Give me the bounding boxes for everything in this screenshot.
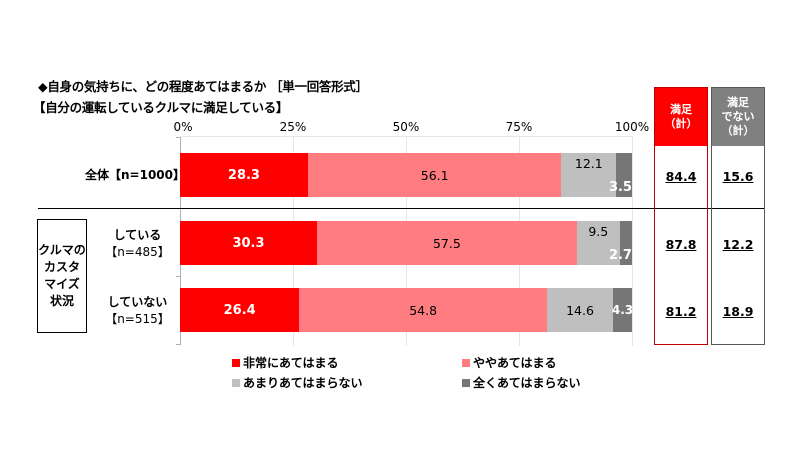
legend-swatch-icon	[232, 378, 240, 387]
group-label-box: クルマの カスタ マイズ 状況	[37, 219, 87, 333]
header-text: 満足	[670, 103, 692, 116]
summary-value: 12.2	[722, 237, 754, 252]
bar-row-customized: 30.3 57.5 9.5 2.7	[180, 221, 632, 265]
row-label-customized: している 【n=485】	[100, 227, 175, 261]
gridline-100	[632, 136, 633, 346]
bar-segment-very: 26.4	[180, 288, 300, 332]
chart-subtitle: 【自分の運転しているクルマに満足している】	[33, 100, 289, 115]
x-tick-0: 0%	[173, 120, 193, 134]
row-label-total: 全体【n=1000】	[85, 168, 185, 182]
bar-value: 2.7	[608, 248, 632, 263]
summary-header-satisfied: 満足 （計）	[655, 88, 707, 146]
bar-segment-not-much: 9.5	[576, 221, 620, 265]
legend-swatch-icon	[232, 358, 240, 367]
y-tickmark	[176, 137, 181, 138]
bar-value: 4.3	[611, 303, 634, 317]
legend-label: 非常にあてはまる	[243, 356, 339, 370]
bar-value: 9.5	[588, 224, 609, 239]
summary-value: 87.8	[665, 237, 697, 252]
legend-item-somewhat: ややあてはまる	[462, 354, 557, 371]
summary-value: 15.6	[722, 169, 754, 184]
x-tick-100: 100%	[614, 120, 650, 134]
bar-row-total: 28.3 56.1 12.1 3.5	[180, 153, 632, 197]
row-label-text: していない	[107, 295, 168, 309]
bar-value: 14.6	[566, 302, 594, 318]
y-tickmark	[176, 276, 181, 277]
x-tick-75: 75%	[505, 120, 533, 134]
bar-segment-somewhat: 54.8	[299, 288, 547, 332]
legend-label: 全くあてはまらない	[473, 376, 581, 390]
bar-segment-not-much: 12.1	[561, 153, 617, 197]
bar-segment-somewhat: 57.5	[316, 221, 577, 265]
legend-label: あまりあてはまらない	[243, 376, 363, 390]
summary-value: 84.4	[665, 169, 697, 184]
bar-value: 28.3	[227, 167, 260, 183]
bar-segment-not-much: 14.6	[547, 288, 613, 332]
header-text: （計）	[664, 117, 698, 130]
bar-value: 3.5	[608, 180, 632, 195]
summary-header-not-satisfied: 満足 でない （計）	[712, 88, 764, 146]
legend-item-not-much: あまりあてはまらない	[232, 374, 363, 391]
summary-column-satisfied: 満足 （計） 84.4 87.8 81.2	[654, 87, 708, 345]
bar-value: 54.8	[409, 302, 438, 318]
header-text: 満足	[727, 96, 749, 109]
row-label-not-customized: していない 【n=515】	[100, 294, 175, 328]
row-label-n: 【n=485】	[105, 245, 170, 259]
bar-segment-very: 30.3	[180, 221, 317, 265]
y-tickmark	[176, 344, 181, 345]
group-label-line: クルマの	[38, 243, 86, 257]
bar-segment-not-at-all: 4.3	[611, 288, 634, 332]
header-text: （計）	[721, 124, 755, 137]
bar-segment-very: 28.3	[180, 153, 308, 197]
bar-value: 57.5	[432, 235, 461, 251]
legend-label: ややあてはまる	[473, 356, 557, 370]
bar-row-not-customized: 26.4 54.8 14.6 4.3	[180, 288, 634, 332]
header-text: でない	[721, 110, 755, 123]
summary-column-not-satisfied: 満足 でない （計） 15.6 12.2 18.9	[711, 87, 765, 345]
group-divider	[38, 208, 764, 209]
legend-swatch-icon	[462, 358, 470, 367]
bar-value: 56.1	[420, 167, 449, 183]
bar-value: 12.1	[574, 156, 603, 171]
bar-segment-not-at-all: 3.5	[609, 153, 632, 197]
summary-value: 81.2	[665, 304, 697, 319]
group-label-line: 状況	[49, 294, 74, 308]
legend-swatch-icon	[462, 378, 470, 387]
bar-value: 26.4	[223, 302, 256, 318]
x-tick-50: 50%	[392, 120, 420, 134]
chart-title: ◆自身の気持ちに、どの程度あてはまるか ［単一回答形式］	[38, 79, 368, 94]
bar-segment-not-at-all: 2.7	[609, 221, 632, 265]
x-tick-25: 25%	[279, 120, 307, 134]
summary-value: 18.9	[722, 304, 754, 319]
bar-segment-somewhat: 56.1	[307, 153, 562, 197]
group-label-line: マイズ	[44, 277, 80, 291]
bar-value: 30.3	[232, 235, 265, 251]
legend-item-not-at-all: 全くあてはまらない	[462, 374, 581, 391]
row-label-n: 【n=515】	[105, 312, 170, 326]
group-label-line: カスタ	[43, 260, 80, 274]
legend-item-very: 非常にあてはまる	[232, 354, 339, 371]
row-label-text: している	[113, 228, 162, 242]
